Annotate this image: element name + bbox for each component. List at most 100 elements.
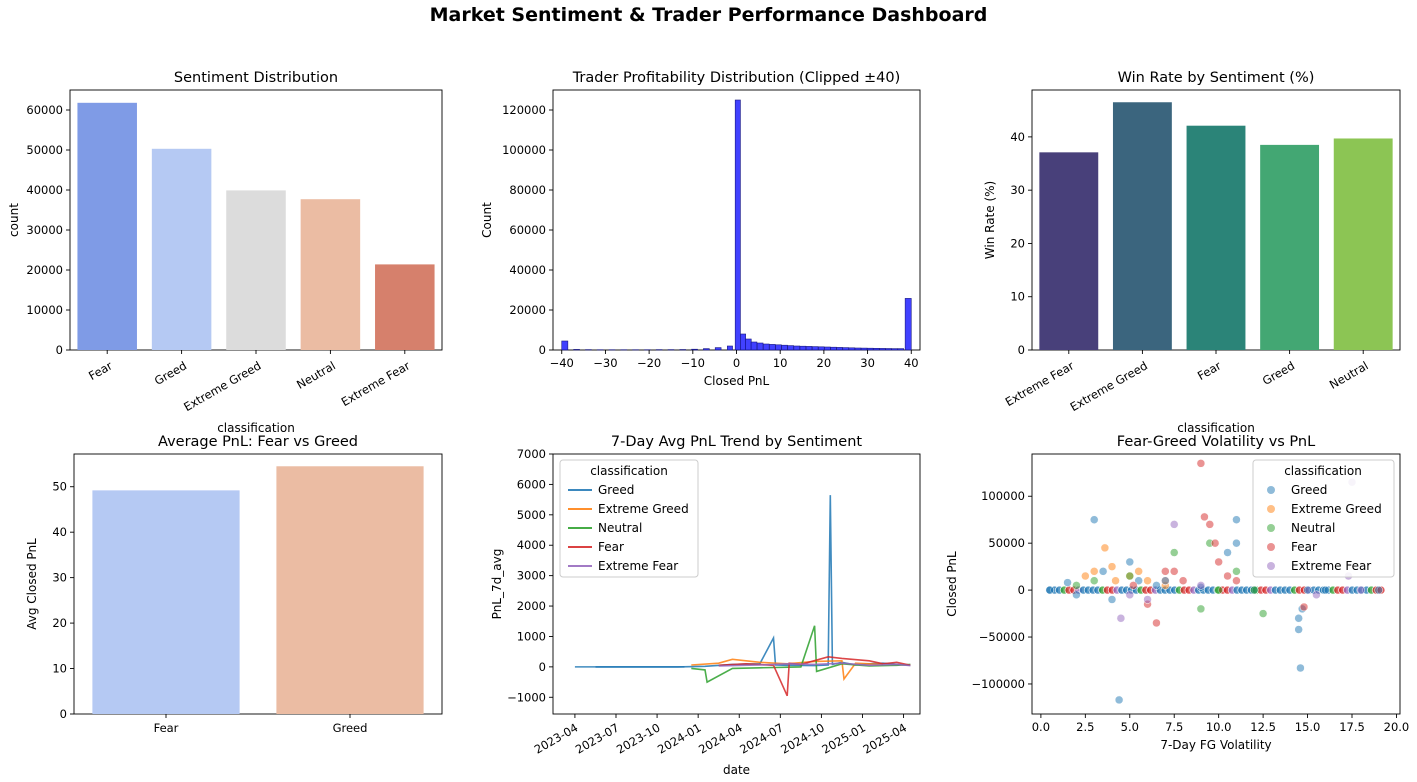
scatter-point (1107, 562, 1117, 571)
scatter-point (1196, 581, 1206, 590)
scatter-point (1299, 602, 1309, 612)
hist-bar (799, 345, 807, 351)
x-tick-label: −40 (550, 356, 574, 370)
x-axis-label: classification (1177, 421, 1255, 435)
scatter-point (1294, 625, 1303, 634)
y-tick-label: 40 (1010, 130, 1025, 144)
y-tick-label: 80000 (509, 183, 546, 197)
axes-frame (552, 453, 921, 715)
scatter-point (1089, 567, 1099, 576)
scatter-point (1107, 595, 1117, 604)
hist-bar (866, 347, 874, 351)
scatter-point (1214, 557, 1223, 567)
scatter-point (1114, 695, 1124, 705)
hist-bar (787, 345, 794, 351)
hist-bar (740, 333, 746, 351)
legend-title: classification (590, 464, 668, 478)
hist-bar (818, 346, 825, 351)
y-axis-label: Count (480, 202, 494, 238)
chart-title: Average PnL: Fear vs Greed (158, 434, 358, 450)
y-tick-label: 0 (60, 707, 67, 721)
scatter-point (1143, 576, 1152, 585)
legend-swatch (1267, 505, 1275, 513)
legend-label: Fear (598, 540, 624, 554)
hist-bar (873, 347, 880, 351)
y-tick-label: 7000 (517, 447, 546, 461)
bar (375, 264, 435, 350)
hist-bar (781, 344, 788, 351)
x-tick-label: 10 (773, 356, 788, 370)
x-tick-label: 2025-01 (819, 720, 868, 756)
scatter-point (1303, 585, 1312, 595)
scatter-point (1232, 538, 1241, 548)
bar (1333, 138, 1393, 350)
hist-bar (793, 345, 801, 351)
x-tick-label: 20 (817, 356, 832, 370)
y-tick-label: 100000 (981, 489, 1025, 503)
scatter-point (1125, 590, 1135, 600)
y-tick-label: −100000 (971, 677, 1025, 691)
x-tick-label: 5.0 (1121, 720, 1139, 734)
legend-swatch (1267, 543, 1275, 551)
x-tick-label: 20.0 (1384, 720, 1410, 734)
legend-label: Extreme Greed (1291, 502, 1382, 516)
y-tick-label: −1000 (507, 690, 546, 704)
scatter-point (1129, 581, 1138, 590)
scatter-point (1214, 585, 1223, 595)
y-tick-label: 30 (1010, 183, 1025, 197)
hist-bar (897, 348, 905, 351)
hist-bar (756, 342, 764, 351)
dashboard-title: Market Sentiment & Trader Performance Da… (429, 4, 988, 26)
x-tick-label: 40 (904, 356, 919, 370)
x-axis-label: date (723, 763, 750, 777)
x-tick-label: 2024-04 (696, 720, 745, 756)
chart-trader-profitability: Trader Profitability Distribution (Clipp… (480, 70, 921, 388)
x-tick-label: 0.0 (1032, 720, 1050, 734)
y-tick-label: 50000 (988, 536, 1025, 550)
legend-swatch (1267, 486, 1275, 494)
scatter-point (1169, 567, 1179, 576)
legend-box (1252, 459, 1395, 578)
y-tick-label: 0 (1018, 583, 1025, 597)
series-line (691, 625, 911, 684)
hist-bar (703, 348, 710, 351)
y-tick-label: 60000 (26, 103, 63, 117)
scatter-point (1249, 585, 1259, 595)
bar (1186, 125, 1246, 351)
y-tick-label: −50000 (979, 630, 1025, 644)
legend-box (559, 459, 699, 578)
y-tick-label: 4000 (517, 538, 546, 552)
x-tick-label: Extreme Greed (181, 358, 263, 414)
x-tick-label: Fear (1195, 358, 1224, 383)
scatter-point (1178, 576, 1188, 585)
x-tick-label: Fear (154, 721, 179, 735)
y-tick-label: 30 (52, 571, 67, 585)
scatter-point (1294, 614, 1303, 623)
y-tick-label: 20000 (509, 303, 546, 317)
chart-win-rate: Win Rate by Sentiment (%) Extreme FearExt… (983, 70, 1401, 435)
hist-bar (679, 349, 687, 351)
x-tick-label: 30 (860, 356, 875, 370)
hist-bar (769, 344, 776, 351)
bar (77, 102, 137, 350)
y-tick-label: 40 (52, 525, 67, 539)
x-tick-label: 2024-10 (778, 720, 827, 756)
legend-label: Neutral (1291, 521, 1335, 535)
bar (226, 190, 286, 350)
x-tick-label: −10 (681, 356, 705, 370)
x-tick-label: 15.0 (1295, 720, 1321, 734)
y-tick-label: 100000 (502, 143, 546, 157)
legend-label: Extreme Fear (598, 559, 678, 573)
chart-title: Win Rate by Sentiment (%) (1118, 70, 1315, 86)
legend-label: Extreme Fear (1291, 559, 1371, 573)
scatter-point (1258, 609, 1268, 618)
scatter-point (1045, 585, 1055, 595)
scatter-point (1134, 576, 1143, 585)
scatter-point (1089, 515, 1099, 524)
x-axis-label: Closed PnL (704, 374, 770, 388)
y-tick-label: 60000 (509, 223, 546, 237)
hist-bar (860, 347, 868, 351)
legend-label: Greed (1291, 483, 1327, 497)
scatter-point (1196, 459, 1206, 468)
